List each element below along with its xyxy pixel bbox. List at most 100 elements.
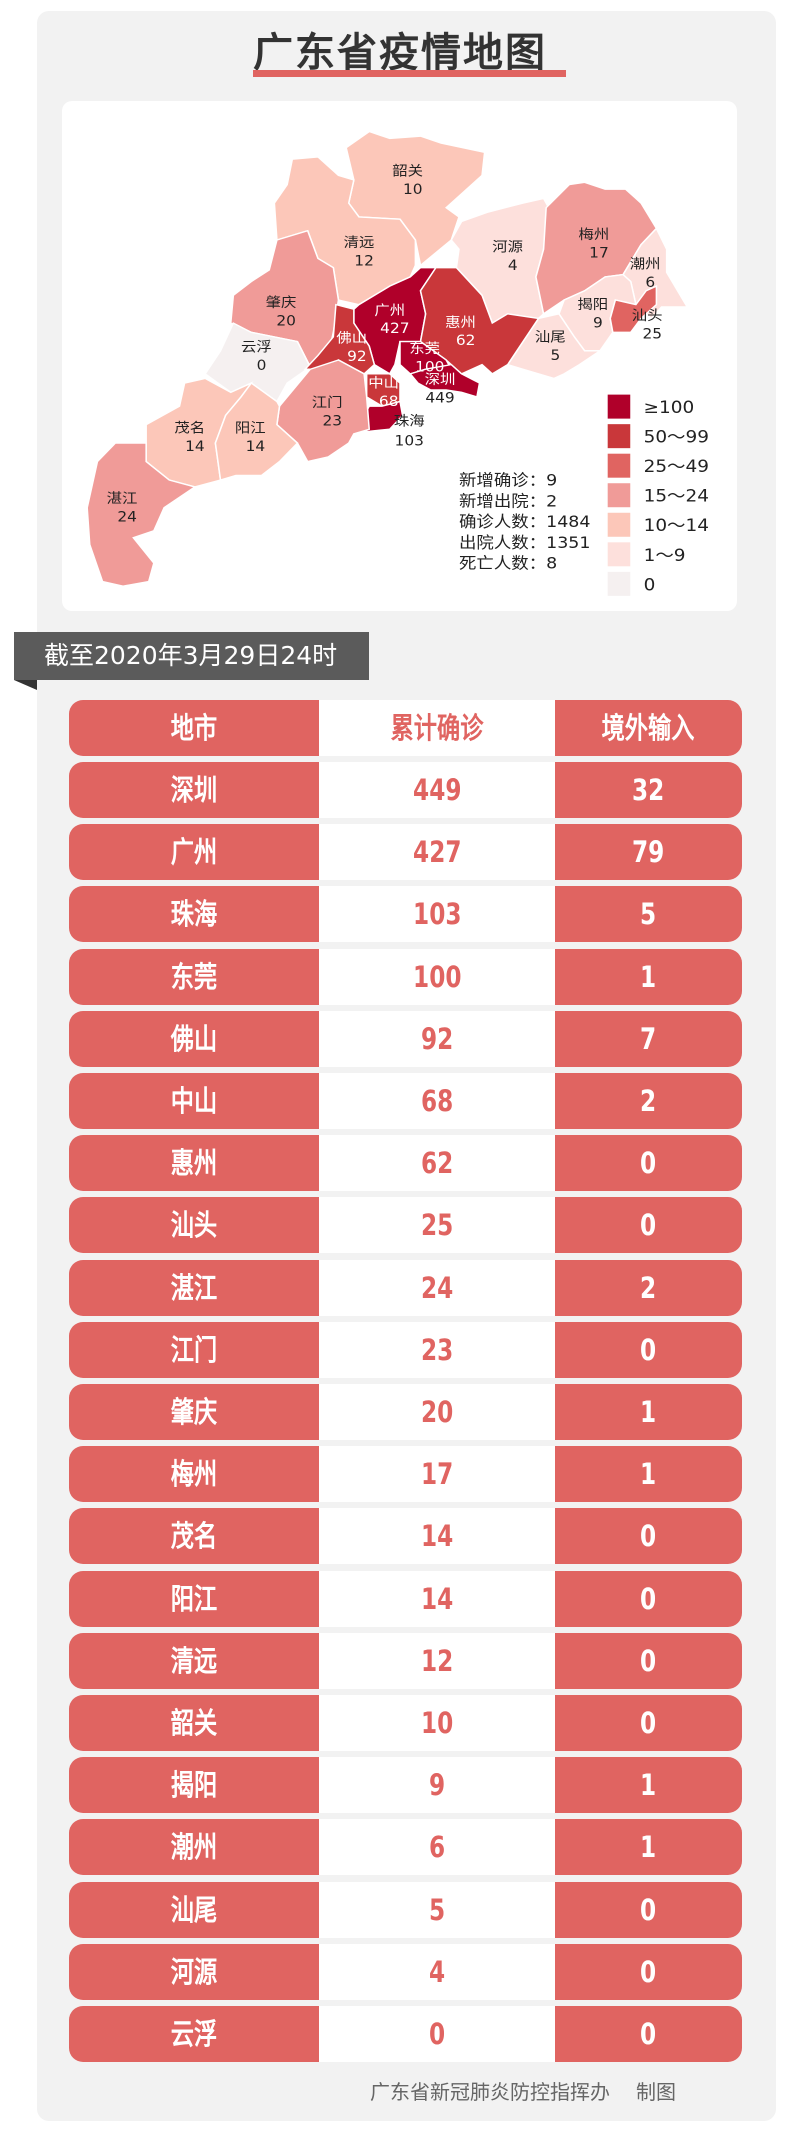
cell-total-confirmed-text: 20	[420, 1395, 454, 1429]
cell-imported-text: 0	[640, 1706, 657, 1740]
cell-city-text: 茂名	[170, 1519, 218, 1554]
table-row: 江门 23 0	[69, 1321, 742, 1378]
cell-imported-text: 5	[640, 897, 657, 932]
cell-imported: 5	[555, 886, 742, 943]
cell-imported: 1	[555, 1384, 742, 1440]
cell-city: 韶关	[69, 1695, 319, 1751]
cell-city: 肇庆	[69, 1384, 319, 1440]
footer-org: 广东省新冠肺炎防控指挥办	[370, 2080, 610, 2104]
cell-total-confirmed-text: 100	[412, 959, 462, 994]
table-row: 韶关 10 0	[69, 1695, 742, 1751]
header-imported-text: 境外输入	[602, 711, 695, 745]
cell-imported: 0	[555, 2006, 742, 2062]
cell-city-text: 韶关	[170, 1706, 218, 1740]
map-region	[86, 442, 197, 587]
map-region-name: 佛山	[336, 330, 367, 346]
cell-total-confirmed-text: 14	[420, 1581, 454, 1616]
map-region-value: 9	[593, 315, 603, 331]
cell-city-text: 汕尾	[170, 1892, 218, 1927]
map-region-value: 4	[508, 258, 518, 274]
cell-city: 汕头	[69, 1197, 319, 1254]
map-region-name: 珠海	[394, 413, 425, 429]
map-region-value: 100	[415, 359, 444, 375]
cell-city-text: 肇庆	[170, 1395, 218, 1429]
cell-city: 汕尾	[69, 1881, 319, 1938]
cell-imported-text: 1	[640, 1768, 657, 1803]
cell-total-confirmed-text: 68	[420, 1084, 454, 1118]
cell-total-confirmed: 6	[319, 1819, 555, 1876]
map-region-value: 0	[257, 358, 267, 374]
cell-city-text: 江门	[170, 1332, 218, 1367]
cell-imported-text: 0	[640, 1892, 657, 1927]
cell-city: 湛江	[69, 1259, 319, 1316]
legend-label: 0	[644, 576, 656, 595]
map-region-name: 潮州	[630, 256, 661, 272]
cell-total-confirmed: 12	[319, 1632, 555, 1689]
cell-imported-text: 1	[640, 1457, 657, 1492]
cell-city-text: 梅州	[170, 1457, 218, 1492]
cell-total-confirmed-text: 0	[428, 2017, 446, 2051]
stat-label: 新增出院	[459, 492, 529, 510]
cell-imported: 1	[555, 1757, 742, 1814]
cell-total-confirmed-text: 449	[412, 773, 462, 807]
cell-imported: 0	[555, 1197, 742, 1254]
cell-imported-text: 7	[640, 1021, 657, 1056]
cell-total-confirmed-text: 427	[412, 835, 462, 870]
cell-city-text: 阳江	[170, 1581, 218, 1616]
cell-city: 珠海	[69, 886, 319, 943]
cell-city: 河源	[69, 1943, 319, 2000]
cell-total-confirmed: 10	[319, 1695, 555, 1751]
table-row: 湛江 24 2	[69, 1259, 742, 1316]
stat-value: 1351	[546, 534, 590, 552]
cell-city: 梅州	[69, 1446, 319, 1503]
cell-city-text: 清远	[170, 1643, 218, 1678]
cell-imported-text: 2	[640, 1084, 657, 1118]
header-city: 地市	[69, 700, 319, 756]
legend-label: 25～49	[644, 458, 709, 477]
cell-city-text: 河源	[170, 1954, 218, 1989]
map-region	[450, 197, 550, 325]
cell-imported-text: 0	[640, 1332, 657, 1367]
cell-imported: 1	[555, 1819, 742, 1876]
stat-line: 确诊人数：1484	[459, 513, 591, 531]
map-region-value: 92	[347, 349, 367, 365]
map-region	[419, 267, 540, 375]
cell-imported: 0	[555, 1135, 742, 1192]
cell-city: 阳江	[69, 1570, 319, 1627]
legend-swatch	[607, 424, 631, 449]
map-region-value: 6	[645, 275, 655, 291]
cell-city-text: 湛江	[170, 1270, 218, 1305]
cell-city: 东莞	[69, 948, 319, 1005]
cell-imported-text: 0	[640, 1146, 657, 1181]
cell-city-text: 珠海	[170, 897, 218, 932]
map-region	[409, 363, 481, 398]
cell-total-confirmed: 103	[319, 886, 555, 943]
stat-line: 新增确诊：9	[459, 471, 557, 489]
legend-label: 1～9	[644, 547, 686, 566]
table-row: 梅州 17 1	[69, 1446, 742, 1503]
cell-total-confirmed: 14	[319, 1508, 555, 1565]
cell-imported-text: 0	[640, 1519, 657, 1554]
stat-separator: ：	[529, 534, 546, 552]
footer-credit: 广东省新冠肺炎防控指挥办 制图	[370, 2076, 676, 2105]
map-region-value: 24	[117, 509, 137, 525]
date-banner: 截至2020年3月29日24时	[14, 632, 369, 680]
cell-city-text: 佛山	[170, 1021, 218, 1056]
map-region-value: 20	[276, 313, 296, 329]
legend-label: 10～14	[644, 517, 709, 536]
stat-value: 2	[546, 492, 557, 510]
banner-fold	[14, 680, 37, 690]
cell-city: 深圳	[69, 762, 319, 818]
cell-city: 清远	[69, 1632, 319, 1689]
header-total-confirmed: 累计确诊	[319, 700, 555, 756]
cell-total-confirmed-text: 92	[420, 1021, 454, 1056]
legend-label: 50～99	[644, 428, 709, 447]
cell-imported: 1	[555, 1446, 742, 1503]
cell-total-confirmed: 4	[319, 1943, 555, 2000]
map-region-name: 汕头	[632, 308, 663, 324]
map-region-name: 汕尾	[535, 329, 566, 345]
table-row: 珠海 103 5	[69, 886, 742, 943]
stat-value: 8	[546, 554, 557, 572]
map-region-value: 14	[185, 439, 205, 455]
legend-swatch	[607, 453, 631, 478]
